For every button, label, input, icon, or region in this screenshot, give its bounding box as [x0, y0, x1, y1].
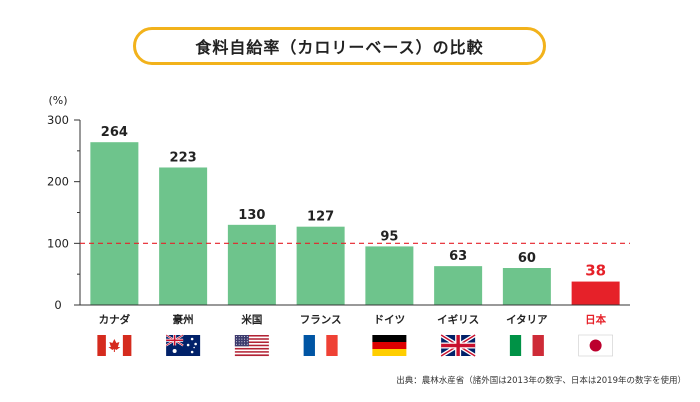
value-label: 95: [380, 229, 398, 244]
category-label: カナダ: [99, 313, 131, 326]
bar: [227, 224, 276, 305]
y-tick-label: 300: [47, 113, 69, 127]
value-label: 38: [585, 262, 606, 280]
germany-flag: [372, 335, 407, 356]
chart-title-pill: 食料自給率（カロリーベース）の比較: [133, 27, 546, 65]
category-label: 米国: [240, 313, 262, 326]
bar: [159, 167, 208, 305]
category-label: 豪州: [173, 313, 194, 326]
value-label: 63: [449, 249, 467, 264]
bar: [434, 266, 483, 305]
source-note: 出典：農林水産省（諸外国は2013年の数字、日本は2019年の数字を使用）: [396, 376, 686, 386]
category-label: イタリア: [506, 314, 548, 326]
category-label: イギリス: [437, 313, 479, 326]
value-label: 264: [101, 125, 128, 140]
australia-flag: [165, 334, 201, 356]
japan-flag: [578, 334, 613, 357]
value-label: 223: [170, 150, 197, 165]
chart-title: 食料自給率（カロリーベース）の比較: [195, 38, 484, 57]
category-label: 日本: [585, 313, 606, 326]
bar: [90, 142, 139, 305]
bar: [296, 226, 345, 305]
value-label: 60: [518, 251, 536, 266]
bar: [571, 281, 620, 305]
category-label: フランス: [300, 314, 342, 326]
y-axis-unit-label: (%): [48, 94, 67, 107]
value-label: 130: [238, 208, 265, 223]
canada-flag: [97, 335, 132, 356]
france-flag: [303, 335, 338, 356]
category-label: ドイツ: [374, 314, 406, 326]
bar: [502, 268, 551, 305]
usa-flag: [234, 335, 269, 357]
uk-flag: [440, 333, 477, 358]
bar: [365, 246, 414, 305]
y-tick-label: 0: [54, 298, 61, 312]
y-tick-label: 100: [47, 236, 69, 250]
value-label: 127: [307, 210, 334, 225]
italy-flag: [509, 335, 544, 356]
y-tick-label: 200: [47, 175, 69, 189]
